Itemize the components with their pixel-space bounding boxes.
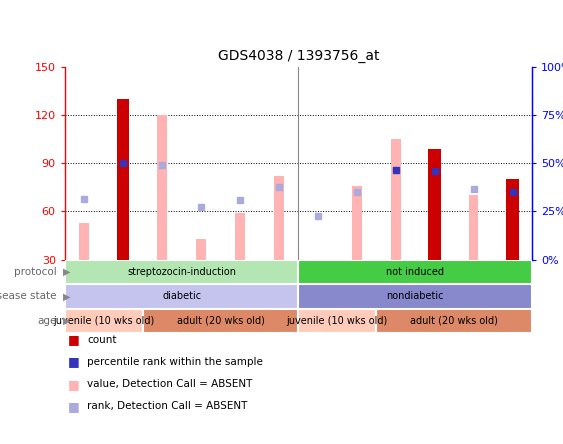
Text: adult (20 wks old): adult (20 wks old)	[410, 316, 498, 326]
Text: ▶: ▶	[63, 316, 70, 326]
Bar	[235, 213, 245, 260]
Text: disease state: disease state	[0, 291, 56, 301]
Bar	[142, 309, 298, 333]
Bar	[65, 309, 142, 333]
Bar	[274, 176, 284, 260]
Text: ■: ■	[68, 400, 79, 413]
Bar	[65, 260, 298, 284]
Bar	[376, 309, 532, 333]
Bar	[65, 284, 298, 309]
Text: ■: ■	[68, 333, 79, 346]
Text: value, Detection Call = ABSENT: value, Detection Call = ABSENT	[87, 379, 253, 389]
Text: percentile rank within the sample: percentile rank within the sample	[87, 357, 263, 367]
Bar	[469, 195, 479, 260]
Text: ▶: ▶	[63, 267, 70, 277]
Text: not induced: not induced	[386, 267, 444, 277]
Text: ■: ■	[68, 355, 79, 369]
Bar	[157, 115, 167, 260]
Bar	[506, 179, 519, 260]
Bar	[196, 239, 206, 260]
Text: juvenile (10 wks old): juvenile (10 wks old)	[53, 316, 154, 326]
Text: adult (20 wks old): adult (20 wks old)	[177, 316, 265, 326]
Text: ■: ■	[68, 377, 79, 391]
Text: rank, Detection Call = ABSENT: rank, Detection Call = ABSENT	[87, 401, 248, 411]
Text: juvenile (10 wks old): juvenile (10 wks old)	[287, 316, 388, 326]
Text: streptozocin-induction: streptozocin-induction	[127, 267, 236, 277]
Bar	[352, 186, 361, 260]
Bar	[79, 223, 89, 260]
Title: GDS4038 / 1393756_at: GDS4038 / 1393756_at	[218, 49, 379, 63]
Bar	[298, 260, 532, 284]
Bar	[298, 309, 376, 333]
Bar	[391, 139, 401, 260]
Bar	[117, 99, 129, 260]
Text: protocol: protocol	[14, 267, 56, 277]
Text: age: age	[37, 316, 56, 326]
Text: count: count	[87, 335, 117, 345]
Text: diabetic: diabetic	[162, 291, 201, 301]
Text: ▶: ▶	[63, 291, 70, 301]
Text: nondiabetic: nondiabetic	[386, 291, 444, 301]
Bar	[298, 284, 532, 309]
Bar	[428, 149, 441, 260]
